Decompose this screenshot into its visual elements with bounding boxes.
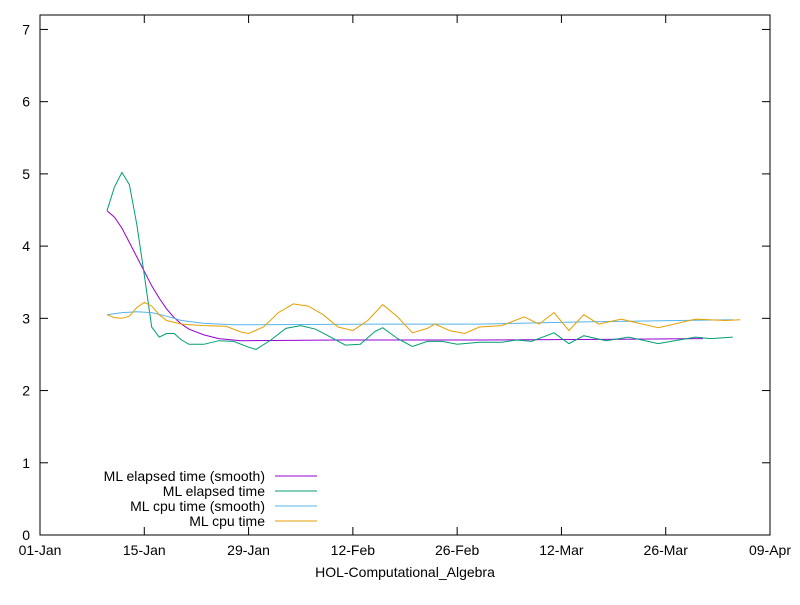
x-tick-label: 15-Jan: [123, 542, 166, 558]
x-tick-label: 12-Feb: [331, 542, 376, 558]
x-axis-label: HOL-Computational_Algebra: [315, 564, 495, 580]
y-tick-label: 7: [22, 21, 30, 37]
x-tick-label: 26-Feb: [435, 542, 480, 558]
x-tick-label: 09-Apr: [749, 542, 791, 558]
x-tick-label: 12-Mar: [539, 542, 584, 558]
legend-label: ML elapsed time (smooth): [104, 468, 265, 484]
y-tick-label: 4: [22, 238, 30, 254]
legend-label: ML cpu time: [189, 513, 265, 529]
y-tick-label: 1: [22, 455, 30, 471]
series-line-0: [106, 210, 704, 342]
y-tick-label: 3: [22, 310, 30, 326]
y-tick-label: 2: [22, 383, 30, 399]
legend-label: ML elapsed time: [163, 483, 265, 499]
x-tick-label: 26-Mar: [644, 542, 689, 558]
y-tick-label: 5: [22, 166, 30, 182]
x-tick-label: 01-Jan: [19, 542, 62, 558]
series-line-2: [106, 311, 733, 326]
legend-label: ML cpu time (smooth): [130, 498, 265, 514]
plot-border: [39, 14, 771, 536]
y-tick-label: 6: [22, 94, 30, 110]
y-tick-label: 0: [22, 527, 30, 543]
series-line-3: [106, 301, 741, 335]
series-line-1: [106, 171, 733, 350]
x-tick-label: 29-Jan: [227, 542, 270, 558]
